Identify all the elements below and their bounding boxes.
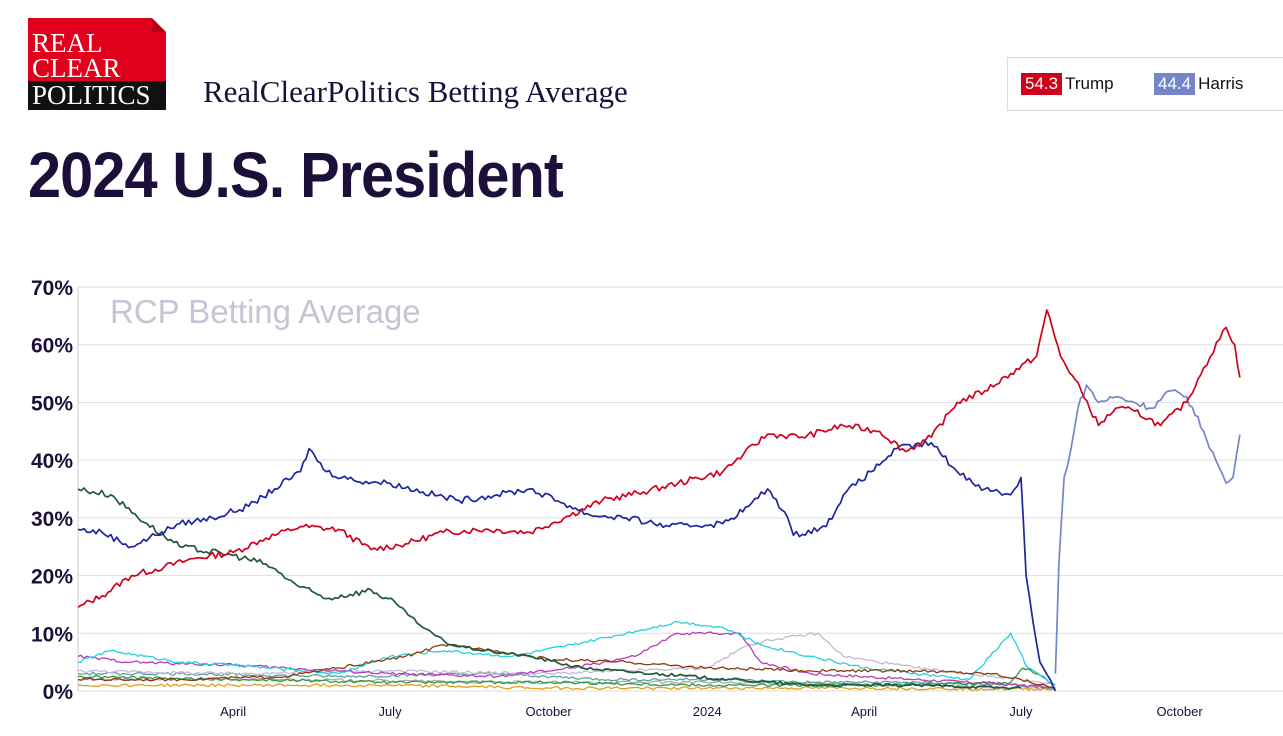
legend-value-harris: 44.4	[1154, 73, 1196, 95]
x-tick-label: October	[525, 704, 572, 719]
y-tick-label: 0%	[43, 681, 74, 704]
legend-label-trump: Trump	[1065, 74, 1114, 93]
y-tick-label: 50%	[31, 392, 73, 415]
series-line	[1054, 384, 1241, 674]
series-line	[77, 487, 1022, 691]
series-line	[77, 683, 1056, 692]
series-line	[77, 643, 1056, 689]
legend-value-trump: 54.3	[1021, 73, 1063, 95]
rcp-logo[interactable]: REAL CLEAR POLITICS	[28, 18, 166, 110]
logo-line-2: CLEAR	[32, 53, 121, 83]
x-tick-label: July	[378, 704, 402, 719]
series-line	[77, 440, 1057, 692]
x-tick-label: July	[1009, 704, 1033, 719]
y-tick-label: 30%	[31, 508, 73, 531]
series-line	[77, 631, 1056, 689]
page-title: 2024 U.S. President	[28, 139, 564, 211]
legend-label-harris: Harris	[1198, 74, 1244, 93]
x-tick-label: April	[220, 704, 246, 719]
y-tick-label: 10%	[31, 623, 73, 646]
series-line	[77, 632, 1056, 686]
legend-item-trump[interactable]: 54.3 Trump	[1021, 73, 1114, 95]
legend-item-harris[interactable]: 44.4 Harris	[1154, 73, 1243, 95]
x-tick-label: October	[1156, 704, 1203, 719]
logo-fold	[152, 18, 166, 32]
logo-line-1: REAL	[32, 28, 103, 58]
x-tick-label: April	[851, 704, 877, 719]
series-line	[77, 309, 1241, 608]
series-line	[77, 620, 1056, 686]
legend-box: 54.3 Trump 44.4 Harris	[1007, 57, 1283, 111]
chart-watermark: RCP Betting Average	[110, 293, 421, 330]
y-tick-label: 40%	[31, 450, 73, 473]
page-subtitle: RealClearPolitics Betting Average	[203, 74, 628, 109]
y-tick-label: 60%	[31, 335, 73, 358]
y-tick-label: 20%	[31, 566, 73, 589]
x-tick-label: 2024	[693, 704, 722, 719]
y-tick-label: 70%	[31, 277, 73, 300]
logo-line-3: POLITICS	[28, 81, 166, 110]
